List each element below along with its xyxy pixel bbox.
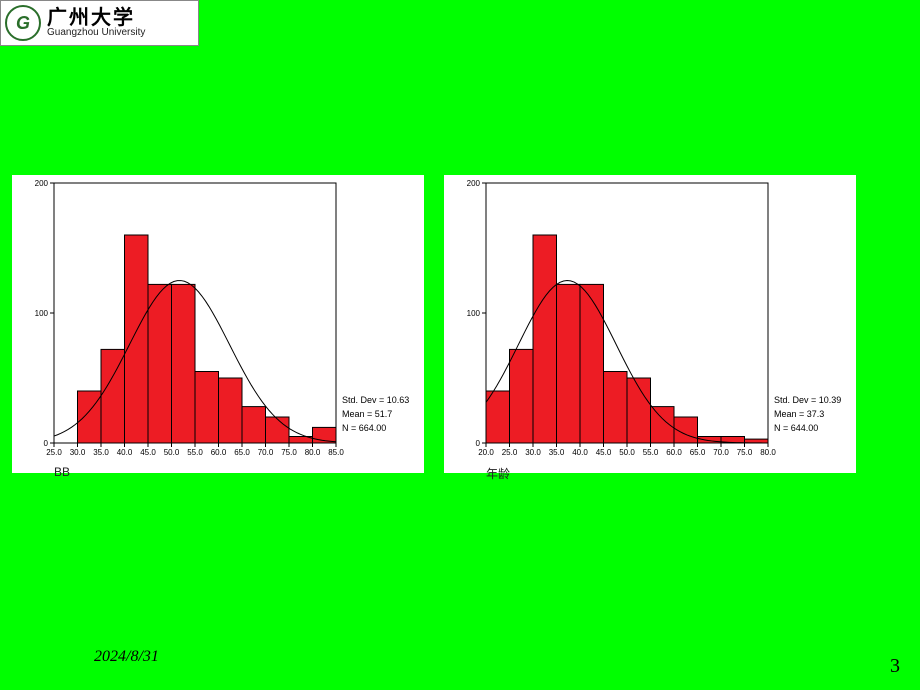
x-tick-label: 65.0 <box>234 448 250 457</box>
logo-cn: 广州大学 <box>47 8 145 28</box>
y-tick-label: 200 <box>467 179 481 188</box>
x-tick-label: 40.0 <box>117 448 133 457</box>
histogram-bar <box>195 372 219 444</box>
y-tick-label: 100 <box>467 309 481 318</box>
university-logo: G 广州大学 Guangzhou University <box>0 0 199 46</box>
x-tick-label: 55.0 <box>187 448 203 457</box>
histogram-bar <box>557 284 581 443</box>
x-tick-label: 70.0 <box>258 448 274 457</box>
logo-text: 广州大学 Guangzhou University <box>47 8 145 38</box>
x-tick-label: 70.0 <box>713 448 729 457</box>
y-tick-label: 100 <box>35 309 49 318</box>
x-axis-label: BB <box>54 465 70 479</box>
logo-en: Guangzhou University <box>47 28 145 38</box>
stats-sd: Std. Dev = 10.39 <box>774 395 841 405</box>
x-tick-label: 55.0 <box>643 448 659 457</box>
stats-n: N = 644.00 <box>774 423 818 433</box>
stats-mean: Mean = 37.3 <box>774 409 824 419</box>
x-tick-label: 20.0 <box>478 448 494 457</box>
histogram-bar <box>580 284 604 443</box>
histogram-bar <box>101 349 125 443</box>
histogram-bar <box>604 372 628 444</box>
histogram-bar <box>148 284 172 443</box>
x-tick-label: 50.0 <box>619 448 635 457</box>
footer-page-number: 3 <box>890 655 900 678</box>
x-tick-label: 65.0 <box>690 448 706 457</box>
histogram-bar <box>510 349 534 443</box>
x-tick-label: 60.0 <box>211 448 227 457</box>
x-tick-label: 35.0 <box>93 448 109 457</box>
x-tick-label: 75.0 <box>281 448 297 457</box>
x-tick-label: 60.0 <box>666 448 682 457</box>
histogram-bar <box>78 391 102 443</box>
stats-sd: Std. Dev = 10.63 <box>342 395 409 405</box>
histogram-bar <box>125 235 149 443</box>
footer-date: 2024/8/31 <box>94 648 159 666</box>
histogram-bar <box>242 407 266 443</box>
histogram-bar <box>486 391 510 443</box>
x-tick-label: 45.0 <box>596 448 612 457</box>
stats-n: N = 664.00 <box>342 423 386 433</box>
y-tick-label: 0 <box>44 439 49 448</box>
x-tick-label: 25.0 <box>46 448 62 457</box>
x-tick-label: 50.0 <box>164 448 180 457</box>
x-tick-label: 85.0 <box>328 448 344 457</box>
x-tick-label: 35.0 <box>549 448 565 457</box>
x-tick-label: 30.0 <box>525 448 541 457</box>
logo-emblem-icon: G <box>5 5 41 41</box>
histogram-bar <box>651 407 675 443</box>
histogram-bar <box>219 378 243 443</box>
stats-mean: Mean = 51.7 <box>342 409 392 419</box>
x-tick-label: 75.0 <box>737 448 753 457</box>
x-tick-label: 80.0 <box>760 448 776 457</box>
x-axis-label: 年龄 <box>486 465 510 482</box>
x-tick-label: 80.0 <box>305 448 321 457</box>
histogram-bar <box>266 417 290 443</box>
histogram-bar <box>533 235 557 443</box>
histogram-bb: 0 100 200 25.0 30.0 35.0 40.0 45.0 50.0 55.0 60.0 6… <box>12 175 424 473</box>
histogram-bar <box>172 284 196 443</box>
y-tick-label: 200 <box>35 179 49 188</box>
x-tick-label: 25.0 <box>502 448 518 457</box>
x-tick-label: 45.0 <box>140 448 156 457</box>
x-tick-label: 30.0 <box>70 448 86 457</box>
histogram-age: 0 100 200 20.0 25.0 30.0 35.0 40.0 45.0 50.0 55.0 6… <box>444 175 856 473</box>
y-tick-label: 0 <box>476 439 481 448</box>
x-tick-label: 40.0 <box>572 448 588 457</box>
